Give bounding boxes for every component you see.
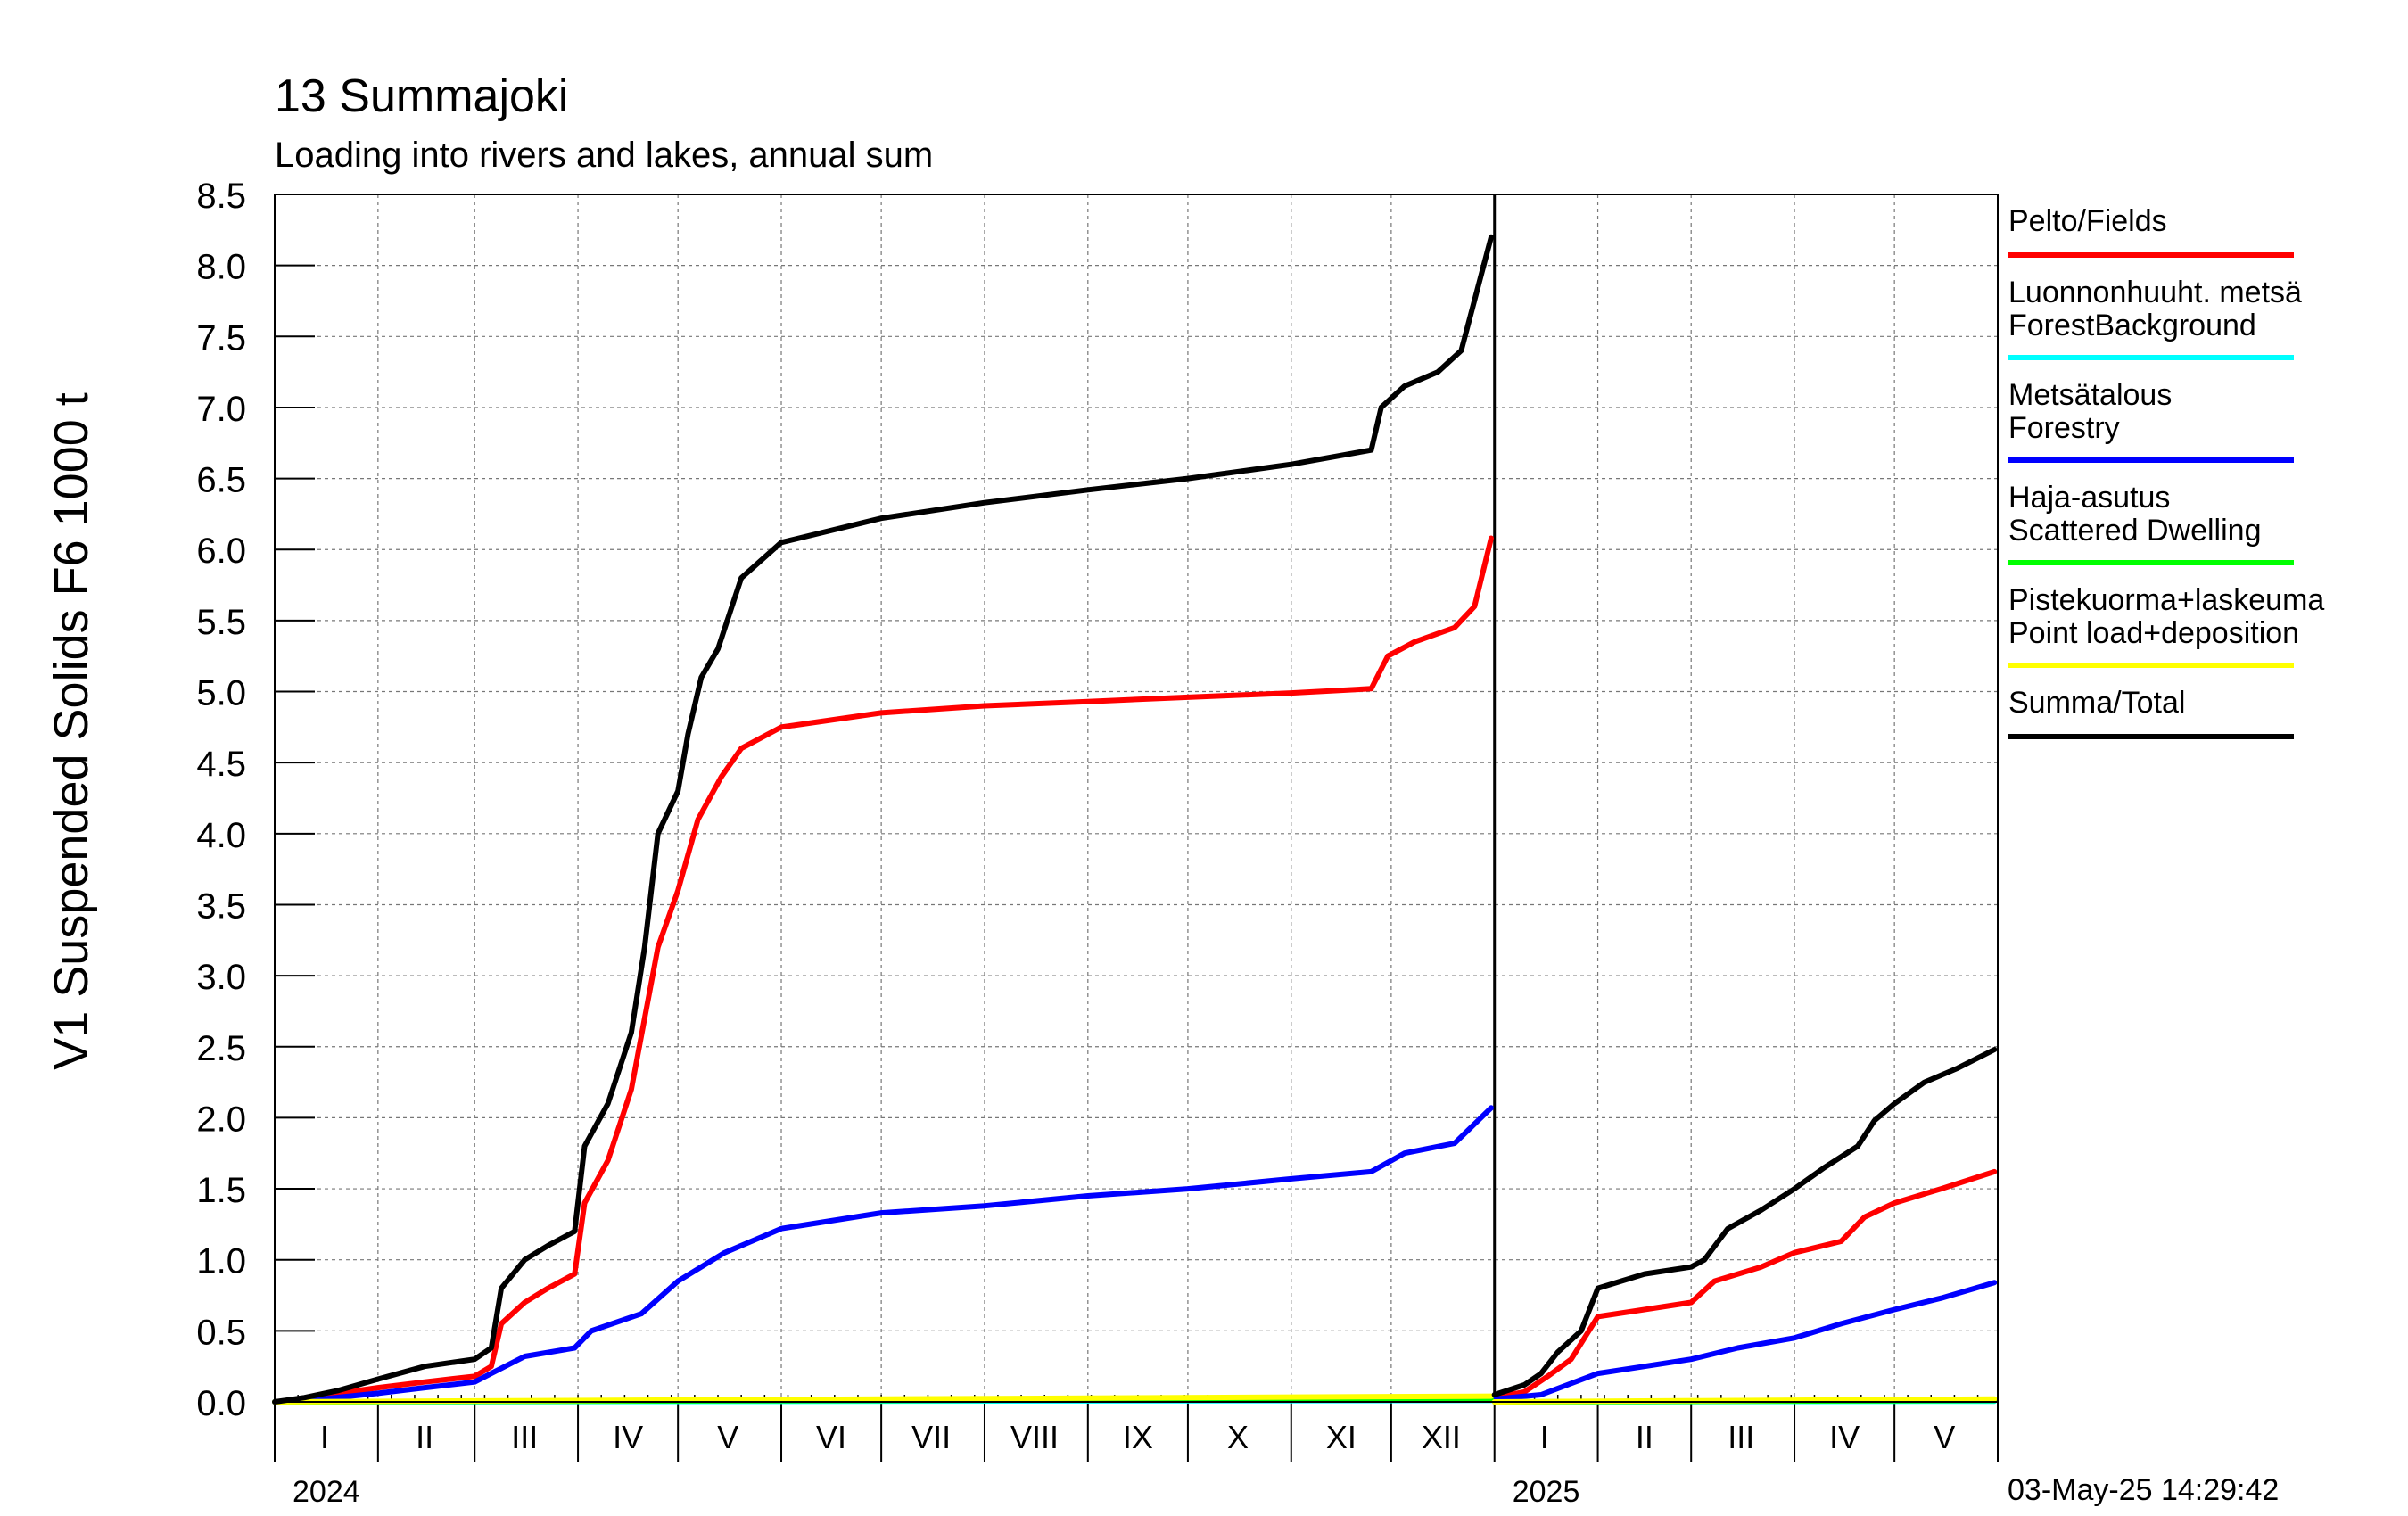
y-tick-label: 5.0 [196,674,246,713]
y-tick-label: 1.0 [196,1242,246,1281]
legend-label: Point load+deposition [2008,616,2300,650]
chart-subtitle: Loading into rivers and lakes, annual su… [275,136,934,175]
series-line [272,1393,1494,1405]
legend-label: Forestry [2008,411,2120,445]
y-tick-label: 7.0 [196,390,246,429]
chart-title: 13 Summajoki [275,70,569,122]
series-line [1491,1168,1998,1401]
y-tick-label: 5.5 [196,603,246,642]
y-axis: 0.0 0.5 1.0 1.5 2.0 2.5 3.0 3.5 4.0 4.5 5.0 5.5 6.0 6… [196,177,315,1423]
y-tick-label: 0.5 [196,1313,246,1352]
y-tick-label: 8.0 [196,248,246,287]
y-tick-label: 6.5 [196,461,246,500]
legend-swatch [2008,560,2294,565]
legend-label: Summa/Total [2008,686,2186,720]
series-line [272,1105,1494,1405]
y-tick-label: 4.5 [196,745,246,784]
month-label: I [1540,1419,1549,1455]
legend-item-fields: Pelto/Fields [2008,204,2392,258]
timestamp: 03-May-25 14:29:42 [2008,1473,2280,1507]
month-label: VIII [1010,1419,1059,1455]
legend-label: ForestBackground [2008,309,2256,342]
legend-label: Metsätalous [2008,378,2173,412]
legend-swatch [2008,734,2294,739]
month-label: II [416,1419,433,1455]
year-label: 2024 [293,1475,360,1509]
year-label: 2025 [1513,1475,1580,1509]
legend-item-forestry: Metsätalous Forestry [2008,378,2392,463]
legend-label: Haja-asutus [2008,481,2171,515]
legend-label: Scattered Dwelling [2008,514,2262,548]
series-line [1491,1047,1998,1397]
y-tick-label: 2.0 [196,1100,246,1139]
month-label: I [320,1419,329,1455]
month-label: XII [1422,1419,1461,1455]
legend-label: Pelto/Fields [2008,204,2167,238]
y-tick-label: 2.5 [196,1029,246,1068]
legend-label: Luonnonhuuht. metsä [2008,276,2302,309]
legend-label: Pistekuorma+laskeuma [2008,583,2325,617]
month-label: VI [816,1419,846,1455]
y-tick-label: 1.5 [196,1171,246,1210]
month-label: VII [911,1419,951,1455]
legend-swatch [2008,457,2294,463]
series-line [272,234,1494,1405]
legend-swatch [2008,252,2294,258]
y-tick-label: 8.5 [196,177,246,216]
month-label: II [1636,1419,1653,1455]
series-line [1491,1280,1998,1402]
y-tick-label: 3.0 [196,958,246,997]
month-label: IV [1829,1419,1860,1455]
legend-item-point-load: Pistekuorma+laskeuma Point load+depositi… [2008,583,2392,668]
month-label: V [1934,1419,1955,1455]
legend-item-scattered-dwelling: Haja-asutus Scattered Dwelling [2008,481,2392,565]
y-tick-label: 7.5 [196,318,246,358]
y-tick-label: 4.0 [196,816,246,855]
y-axis-label: V1 Suspended Solids F6 1000 t [45,392,98,1070]
plot-frame [274,194,1999,1403]
legend-item-forest-background: Luonnonhuuht. metsä ForestBackground [2008,276,2392,360]
series-line [272,535,1494,1405]
legend-swatch [2008,355,2294,360]
month-label: X [1227,1419,1249,1455]
y-tick-label: 0.0 [196,1384,246,1423]
legend-swatch [2008,663,2294,668]
series-lines [272,234,1998,1405]
month-label: V [717,1419,738,1455]
month-label: IV [613,1419,643,1455]
legend-item-total: Summa/Total [2008,686,2392,739]
month-label: III [1728,1419,1754,1455]
y-tick-label: 3.5 [196,886,246,926]
y-tick-label: 6.0 [196,531,246,571]
month-label: IX [1123,1419,1153,1455]
month-label: III [511,1419,538,1455]
month-label: XI [1326,1419,1357,1455]
